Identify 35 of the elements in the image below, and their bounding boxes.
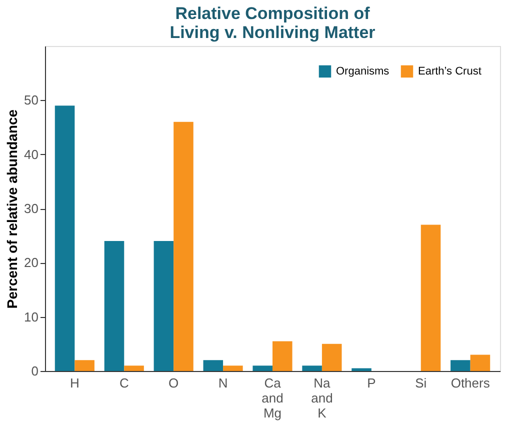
bar bbox=[223, 366, 243, 371]
bar bbox=[74, 360, 94, 371]
bar bbox=[124, 366, 144, 371]
x-tick-label: C bbox=[119, 376, 129, 390]
x-tick-label: O bbox=[168, 376, 179, 390]
bar bbox=[154, 241, 174, 371]
x-tick-label: Si bbox=[415, 376, 427, 390]
y-tick-label: 0 bbox=[31, 364, 38, 378]
y-tick-label: 20 bbox=[24, 255, 38, 270]
x-tick-label: Others bbox=[450, 376, 490, 390]
chart-title: Relative Composition of Living v. Nonliving Matter bbox=[170, 4, 376, 42]
y-tick-label: 10 bbox=[24, 309, 38, 324]
x-tick-label: H bbox=[70, 376, 80, 390]
bar bbox=[54, 106, 75, 371]
y-tick-label: 30 bbox=[24, 201, 38, 216]
bar bbox=[420, 224, 441, 371]
bar bbox=[470, 354, 490, 371]
bar bbox=[322, 344, 342, 371]
x-tick-label: Ca and Mg bbox=[262, 376, 284, 420]
y-axis-title: Percent of relative abundance bbox=[4, 109, 20, 309]
y-tick-label: 40 bbox=[24, 146, 38, 162]
x-tick-label: P bbox=[367, 376, 376, 390]
bar bbox=[450, 360, 470, 371]
bar bbox=[252, 366, 272, 371]
y-tick-label: 50 bbox=[24, 92, 38, 108]
bar bbox=[272, 341, 292, 371]
bar bbox=[352, 368, 372, 371]
x-tick-label: N bbox=[218, 376, 228, 390]
bar bbox=[104, 241, 124, 371]
legend-label: Earth’s Crust bbox=[418, 65, 482, 78]
legend-label: Organisms bbox=[336, 65, 390, 78]
x-tick-label: Na and K bbox=[311, 376, 333, 420]
bar bbox=[302, 366, 322, 371]
bar bbox=[203, 360, 224, 371]
bar bbox=[174, 122, 194, 371]
